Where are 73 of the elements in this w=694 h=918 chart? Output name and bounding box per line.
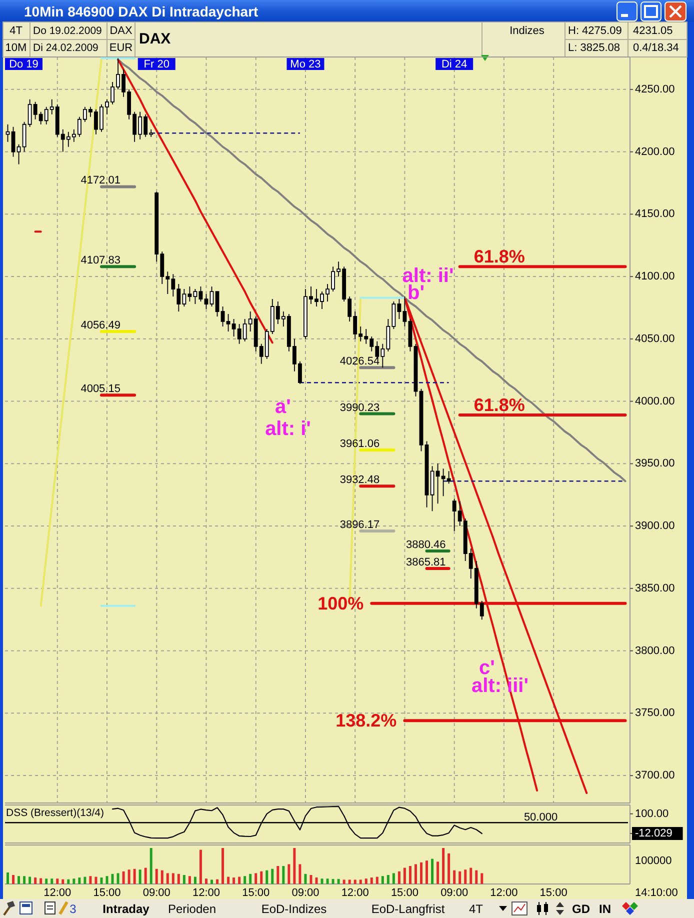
y-tick-label: 4100.00	[635, 270, 675, 283]
series-label: 61.8%	[474, 395, 525, 416]
series-label: 138.2%	[336, 710, 397, 731]
text: 4T	[469, 902, 484, 916]
series-label: 4056.49	[80, 319, 120, 332]
text: L: 3825.08	[568, 42, 620, 54]
y-tick-label: 3750.00	[635, 707, 675, 720]
y-tick-label: 3900.00	[635, 520, 675, 532]
x-tick-label: 15:00	[93, 887, 121, 899]
text: GD	[572, 902, 590, 916]
y-tick-label: 4000.00	[635, 395, 675, 408]
y-tick-label: 4250.00	[635, 83, 675, 96]
series-label: 3961.06	[340, 438, 380, 450]
annotation: Fr 20	[144, 58, 170, 70]
x-tick-label: 09:00	[440, 887, 468, 899]
text: DAX	[139, 30, 171, 48]
ref-line-label: 50.000	[524, 812, 558, 824]
series-label: 3932.48	[340, 474, 380, 486]
y-tick-label: 100.00	[635, 808, 669, 820]
x-tick-label: 15:00	[242, 887, 270, 899]
y-tick-label: 3800.00	[635, 644, 675, 657]
series-label: 4005.15	[80, 383, 120, 396]
annotation: b'	[408, 282, 424, 304]
text: 4T	[10, 25, 23, 37]
x-tick-label: 12:00	[192, 887, 220, 899]
series-label: 61.8%	[474, 246, 525, 267]
text: 10M	[5, 42, 27, 54]
series-label: 4107.83	[80, 254, 120, 267]
x-tick-label: 15:00	[390, 887, 418, 899]
text: Di 24.02.2009	[33, 42, 99, 54]
annotation: c'	[479, 657, 495, 679]
text: EoD-Indizes	[261, 902, 327, 916]
y-tick-label: 4150.00	[635, 208, 675, 220]
annotation: Di 24	[441, 58, 468, 70]
series-label: 3865.81	[406, 556, 446, 568]
x-tick-label: 09:00	[142, 887, 170, 899]
text: DAX	[110, 25, 133, 37]
annotation: Do 19	[9, 58, 38, 70]
text: Perioden	[168, 902, 216, 916]
annotation: a'	[275, 396, 291, 418]
y-tick-label: 3700.00	[635, 770, 675, 782]
text: 3	[70, 902, 77, 916]
text: IN	[599, 902, 611, 916]
y-tick-label: 3850.00	[635, 582, 675, 594]
x-tick-label: 15:00	[540, 887, 568, 899]
x-tick-label: 12:00	[490, 887, 518, 899]
series-label: 4172.01	[80, 174, 120, 187]
text: EUR	[109, 42, 133, 54]
text: Intraday	[102, 902, 150, 916]
annotation: alt: i'	[265, 418, 311, 440]
text: EoD-Langfrist	[371, 902, 446, 916]
series-label: 3990.23	[340, 402, 380, 414]
text: 0.4/18.34	[633, 42, 679, 54]
series-label: 3880.46	[406, 539, 446, 552]
y-tick-label: 4050.00	[635, 332, 675, 345]
x-tick-label: 12:00	[341, 887, 369, 899]
series-label: 100%	[318, 593, 364, 614]
x-tick-label: 09:00	[292, 887, 320, 899]
y-tick-label: -12.029	[635, 828, 672, 840]
y-tick-label: 3950.00	[635, 458, 675, 470]
text: 10Min 846900 DAX Di Intradaychart	[24, 4, 259, 20]
text: 14:10:00	[635, 887, 678, 899]
text: 4231.05	[633, 25, 673, 37]
series-label: 4026.54	[340, 356, 380, 368]
x-tick-label: 12:00	[44, 887, 72, 899]
text: 100000	[635, 855, 672, 867]
y-tick-label: 4200.00	[635, 146, 675, 158]
text: Do 19.02.2009	[33, 25, 102, 37]
text: Indizes	[510, 25, 545, 37]
annotation: Mo 23	[290, 58, 321, 70]
series-label: 3896.17	[340, 519, 380, 532]
chart-title: DSS (Bressert)(13/4)	[6, 807, 104, 819]
text: H: 4275.09	[568, 25, 622, 37]
